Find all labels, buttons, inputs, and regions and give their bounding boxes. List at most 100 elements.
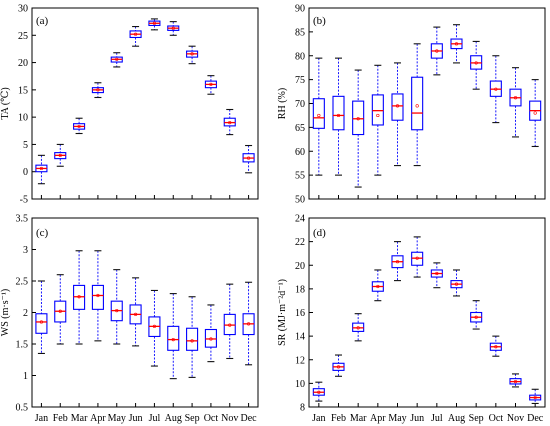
- mean-marker: [77, 295, 81, 299]
- y-axis-label: WS (m·s⁻¹): [0, 289, 11, 336]
- iqr-box: [91, 284, 104, 310]
- mean-marker: [77, 124, 81, 129]
- y-tick-label: 20: [18, 58, 28, 69]
- panel-c: 0.5 1 1.5 2 2.5 3 3.5 WS (m·s⁻¹) (c) Jan Feb Mar Apr…: [0, 214, 259, 424]
- y-tick-label: 15: [18, 85, 28, 96]
- y-tick-label: 50: [295, 195, 305, 206]
- panel-b: 50 55 60 65 70 75 80 85 90 RH (%) (b): [277, 4, 546, 206]
- mean-marker: [435, 49, 439, 53]
- month-label: Oct: [489, 413, 504, 424]
- mean-marker: [190, 339, 194, 343]
- box-oct: [204, 304, 217, 363]
- box-aug: [167, 21, 180, 36]
- box-jan: [35, 280, 48, 355]
- mean-marker: [513, 96, 518, 100]
- y-tick-label: 8: [300, 403, 305, 414]
- month-label: Nov: [507, 413, 524, 424]
- y-tick-label: 85: [295, 27, 305, 38]
- mean-marker: [494, 87, 498, 91]
- month-label: Jan: [35, 413, 48, 424]
- box-may: [391, 62, 404, 167]
- box-nov: [509, 67, 522, 138]
- y-tick-label: 5: [23, 140, 28, 151]
- box-jun: [411, 43, 424, 167]
- mean-marker: [39, 166, 44, 171]
- box-mar: [73, 250, 86, 345]
- box-apr: [371, 64, 384, 176]
- month-label: Oct: [204, 413, 219, 424]
- month-label: Sep: [185, 413, 200, 424]
- month-label: Mar: [71, 413, 88, 424]
- box-may: [110, 52, 123, 68]
- box-sep: [186, 296, 199, 378]
- mean-marker: [246, 156, 251, 160]
- panel-tag: (b): [313, 15, 326, 27]
- y-tick-label: 12: [295, 355, 305, 366]
- box-apr: [91, 250, 104, 342]
- mean-marker: [190, 52, 194, 56]
- box-may: [391, 241, 404, 282]
- month-label: Mar: [350, 413, 367, 424]
- mean-marker: [356, 117, 360, 121]
- mean-marker: [171, 26, 175, 30]
- mean-marker: [96, 88, 100, 92]
- month-label: May: [108, 413, 126, 424]
- box-dec: [242, 144, 255, 174]
- mean-marker: [115, 309, 119, 313]
- mean-marker: [376, 113, 380, 118]
- y-tick-label: 16: [295, 308, 305, 319]
- box-jun: [411, 236, 424, 278]
- month-label: Feb: [53, 413, 68, 424]
- month-label: Aug: [448, 413, 465, 424]
- month-label: Jul: [431, 413, 443, 424]
- box-sep: [470, 300, 483, 330]
- month-label: Sep: [469, 413, 484, 424]
- box-jul: [430, 26, 443, 76]
- y-tick-label: 0: [23, 167, 28, 178]
- box-jun: [129, 26, 142, 47]
- y-tick-label: 90: [295, 4, 305, 15]
- y-tick-label: 60: [295, 147, 305, 158]
- y-tick-label: 2.5: [16, 277, 29, 288]
- mean-marker: [58, 309, 62, 313]
- box-mar: [352, 69, 365, 188]
- mean-marker: [39, 320, 44, 324]
- month-label: Jan: [312, 413, 325, 424]
- mean-marker: [533, 111, 537, 115]
- box-jul: [148, 18, 161, 31]
- y-tick-label: 1.5: [16, 340, 29, 351]
- mean-marker: [376, 284, 380, 289]
- iqr-box: [312, 98, 325, 129]
- box-nov: [509, 373, 522, 388]
- mean-marker: [228, 323, 232, 327]
- month-label: Jul: [149, 413, 161, 424]
- box-jan: [35, 154, 48, 185]
- mean-marker: [454, 282, 459, 286]
- y-tick-label: 22: [295, 237, 305, 248]
- month-label: Dec: [241, 413, 258, 424]
- panel-tag: (d): [313, 227, 326, 239]
- y-tick-label: 18: [295, 284, 305, 295]
- y-tick-label: 10: [295, 379, 305, 390]
- box-aug: [450, 269, 463, 297]
- y-tick-label: 75: [295, 75, 305, 86]
- box-jul: [148, 289, 161, 367]
- mean-marker: [336, 113, 341, 118]
- box-dec: [242, 281, 255, 366]
- month-label: Aug: [165, 413, 182, 424]
- y-tick-label: 30: [18, 4, 28, 15]
- month-label: Feb: [331, 413, 346, 424]
- mean-marker: [58, 153, 62, 157]
- mean-marker: [474, 61, 478, 65]
- mean-marker: [435, 271, 439, 276]
- box-nov: [223, 283, 236, 360]
- y-tick-label: 65: [295, 123, 305, 134]
- y-tick-label: 3: [23, 245, 28, 256]
- box-jan: [312, 57, 325, 176]
- mean-marker: [133, 312, 138, 316]
- mean-marker: [395, 104, 400, 108]
- mean-marker: [209, 337, 213, 341]
- mean-marker: [96, 293, 100, 298]
- mean-marker: [152, 21, 157, 25]
- mean-marker: [415, 256, 419, 260]
